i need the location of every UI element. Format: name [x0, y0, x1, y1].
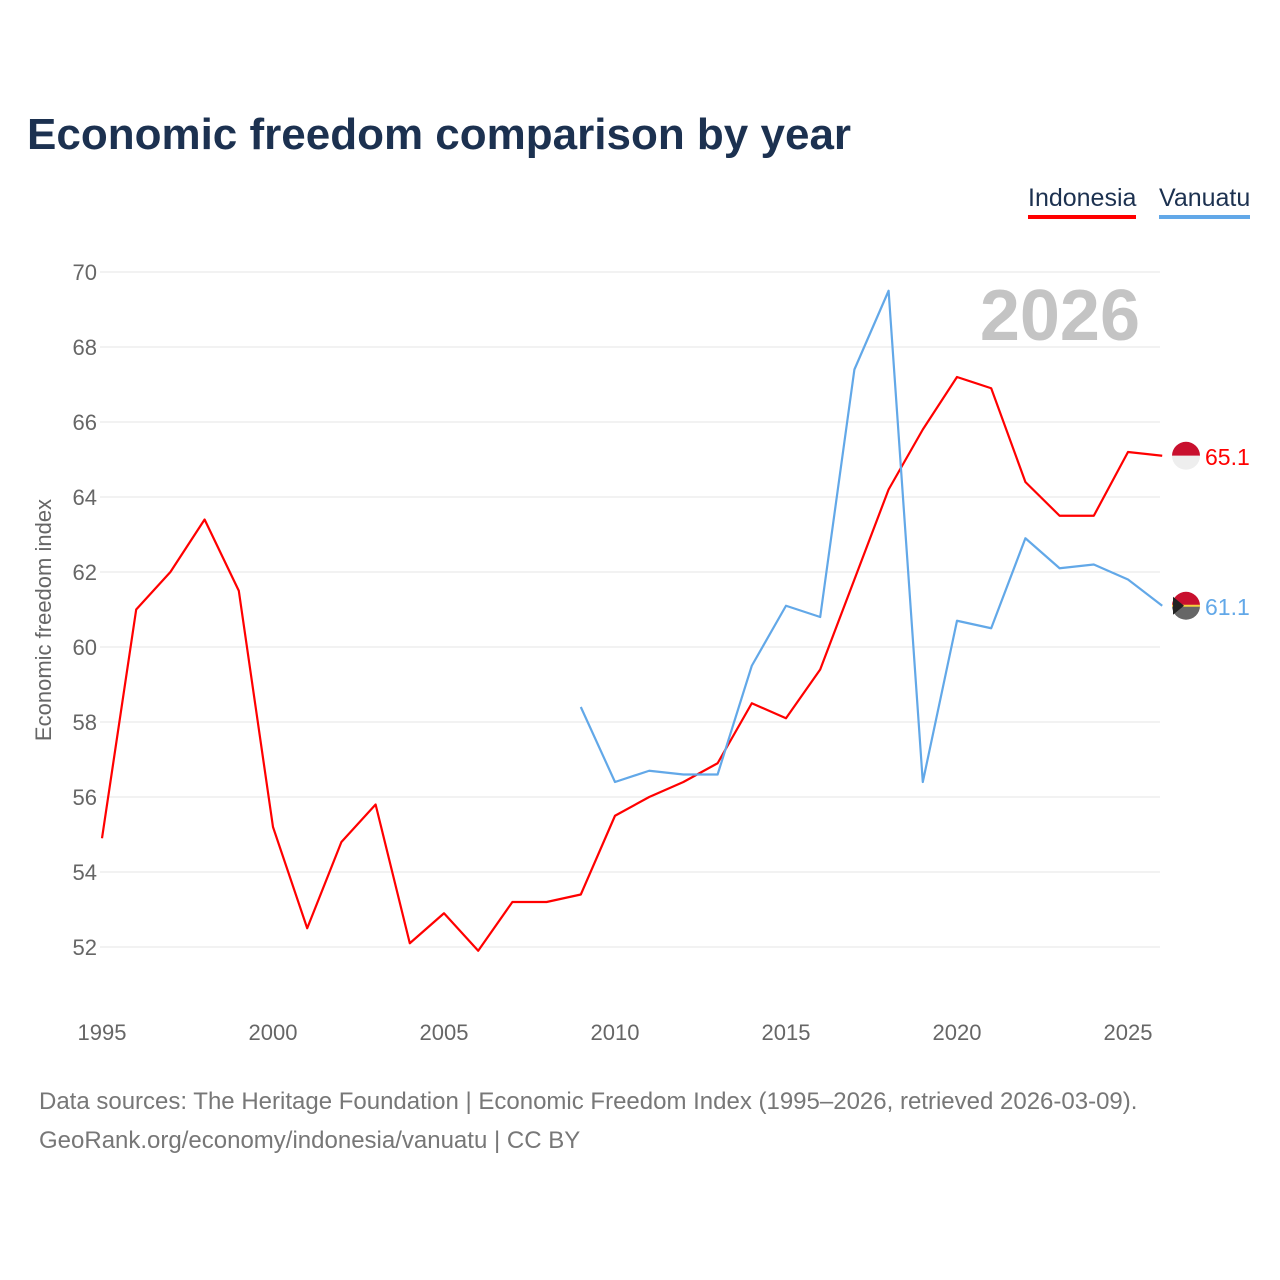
- indonesia-flag-icon-lower: [1172, 455, 1200, 470]
- x-tick-label: 2025: [1104, 1020, 1153, 1045]
- line-chart: 52 54 56 58 60 62 64 66 68 70 1995 2000 2005 2010 2015…: [31, 260, 1250, 1045]
- y-tick-label: 62: [73, 560, 97, 585]
- series-line-vanuatu: [579, 289, 1163, 784]
- y-axis-label: Economic freedom index: [31, 499, 56, 741]
- indonesia-flag-icon: [1172, 441, 1200, 456]
- x-tick-label: 1995: [78, 1020, 127, 1045]
- y-tick-label: 56: [73, 785, 97, 810]
- y-tick-label: 64: [73, 485, 97, 510]
- y-tick-label: 66: [73, 410, 97, 435]
- year-watermark: 2026: [980, 276, 1140, 356]
- chart-title: Economic freedom comparison by year: [27, 110, 852, 159]
- y-tick-label: 60: [73, 635, 97, 660]
- footer-link[interactable]: GeoRank.org/economy/indonesia/vanuatu | …: [39, 1127, 581, 1154]
- vanuatu-flag-triangle: [1173, 596, 1184, 615]
- footer-sources: Data sources: The Heritage Foundation | …: [39, 1088, 1138, 1115]
- x-tick-label: 2015: [762, 1020, 811, 1045]
- x-tick-label: 2020: [933, 1020, 982, 1045]
- legend-vanuatu[interactable]: Vanuatu: [1159, 184, 1251, 219]
- end-value-label-vanuatu: 61.1: [1205, 594, 1250, 620]
- y-tick-label: 54: [73, 860, 97, 885]
- x-tick-label: 2010: [591, 1020, 640, 1045]
- y-tick-label: 58: [73, 710, 97, 735]
- series-line-indonesia: [100, 375, 1163, 952]
- y-tick-label: 70: [73, 260, 97, 285]
- x-tick-label: 2005: [420, 1020, 469, 1045]
- y-tick-label: 68: [73, 335, 97, 360]
- y-tick-label: 52: [73, 935, 97, 960]
- x-tick-label: 2000: [249, 1020, 298, 1045]
- legend-indonesia[interactable]: Indonesia: [1028, 184, 1137, 219]
- end-value-label-indonesia: 65.1: [1205, 444, 1250, 470]
